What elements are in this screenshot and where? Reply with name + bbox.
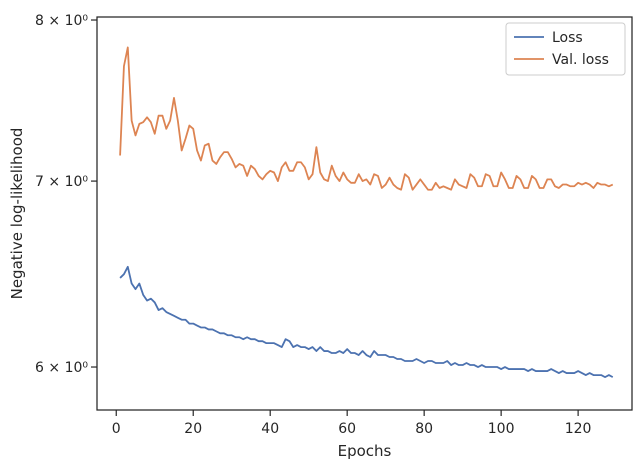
legend: Loss Val. loss: [505, 22, 626, 76]
y-tick-label: 8 × 10⁰: [35, 13, 88, 29]
y-axis-label: Negative log-likelihood: [8, 128, 26, 300]
x-tick-label: 80: [415, 421, 433, 437]
x-tick-label: 0: [112, 421, 121, 437]
y-axis: 6 × 10⁰ 7 × 10⁰ 8 × 10⁰: [35, 13, 97, 376]
x-tick-label: 20: [184, 421, 202, 437]
x-tick-label: 60: [338, 421, 356, 437]
series-line-1: [119, 265, 614, 379]
x-axis: 0 20 40 60 80 100 120: [112, 410, 592, 437]
x-tick-label: 40: [261, 421, 279, 437]
legend-label-1: Loss: [552, 30, 583, 46]
y-tick-label: 7 × 10⁰: [35, 174, 88, 190]
x-tick-label: 120: [565, 421, 592, 437]
axes-frame: [96, 16, 633, 411]
plot-area: [119, 46, 614, 379]
x-axis-label: Epochs: [338, 442, 392, 460]
y-tick-label: 6 × 10⁰: [35, 360, 88, 376]
series-line-2: [119, 46, 614, 191]
x-tick-label: 100: [488, 421, 515, 437]
legend-box: [505, 22, 626, 76]
legend-label-2: Val. loss: [552, 52, 609, 68]
